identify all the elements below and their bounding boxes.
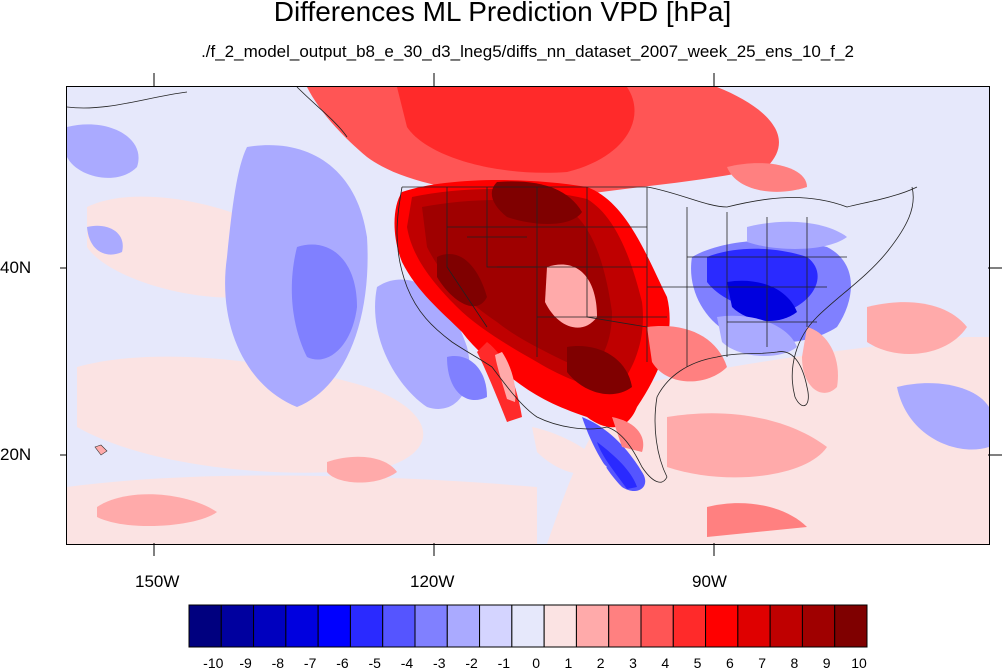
colorbar-swatch <box>511 604 545 648</box>
colorbar-swatch <box>479 604 513 648</box>
colorbar-tick-label: 1 <box>564 655 573 671</box>
colorbar-swatch <box>769 604 803 648</box>
colorbar-swatch <box>349 604 384 648</box>
vpd-difference-field <box>67 87 989 544</box>
colorbar-swatch <box>672 604 707 648</box>
colorbar-swatch <box>220 604 255 648</box>
coastline-lines <box>67 87 918 483</box>
colorbar-tick-label: 2 <box>596 655 605 671</box>
colorbar-tick-label: 5 <box>693 655 702 671</box>
colorbar-tick-label: -2 <box>465 655 478 671</box>
colorbar-swatch <box>801 604 836 648</box>
colorbar-swatch <box>543 604 577 648</box>
colorbar-tick-label: -10 <box>203 655 224 671</box>
colorbar-swatch <box>446 604 481 648</box>
colorbar <box>188 604 868 648</box>
lon-label-150w: 150W <box>135 572 180 591</box>
colorbar-swatch <box>414 604 448 648</box>
colorbar-tick-label: -3 <box>433 655 446 671</box>
colorbar-tick-label: 8 <box>790 655 799 671</box>
colorbar-swatch <box>382 604 416 648</box>
colorbar-tick-label: -1 <box>497 655 511 671</box>
colorbar-swatch <box>188 604 222 648</box>
lon-label-90w: 90W <box>692 572 727 591</box>
map-title: Differences ML Prediction VPD [hPa] <box>273 0 732 27</box>
colorbar-swatch <box>317 604 351 648</box>
colorbar-tick-label: 4 <box>661 655 670 671</box>
colorbar-tick-label: -5 <box>368 655 381 671</box>
lat-label-20n: 20N <box>0 445 32 464</box>
colorbar-tick-label: 0 <box>532 655 541 671</box>
colorbar-swatch <box>253 604 287 648</box>
map-panel <box>66 86 990 545</box>
lat-label-40n: 40N <box>0 258 32 277</box>
colorbar-swatch <box>575 604 610 648</box>
colorbar-tick-label: -8 <box>271 655 285 671</box>
colorbar-swatch <box>834 604 868 648</box>
colorbar-tick-label: 7 <box>758 655 767 671</box>
lon-label-120w: 120W <box>410 572 455 591</box>
map-subtitle: ./f_2_model_output_b8_e_30_d3_lneg5/diff… <box>201 42 854 61</box>
colorbar-tick-label: 9 <box>822 655 831 671</box>
colorbar-tick-label: -6 <box>336 655 349 671</box>
colorbar-swatch <box>285 604 319 648</box>
colorbar-tick-label: 6 <box>725 655 734 671</box>
colorbar-tick-label: -7 <box>303 655 317 671</box>
colorbar-tick-label: 10 <box>851 655 867 671</box>
colorbar-tick-label: -4 <box>400 655 414 671</box>
colorbar-tick-label: -9 <box>239 655 252 671</box>
colorbar-tick-label: 3 <box>629 655 637 671</box>
colorbar-swatch <box>705 604 739 648</box>
colorbar-swatch <box>640 604 674 648</box>
colorbar-swatch <box>737 604 771 648</box>
colorbar-swatch <box>608 604 642 648</box>
